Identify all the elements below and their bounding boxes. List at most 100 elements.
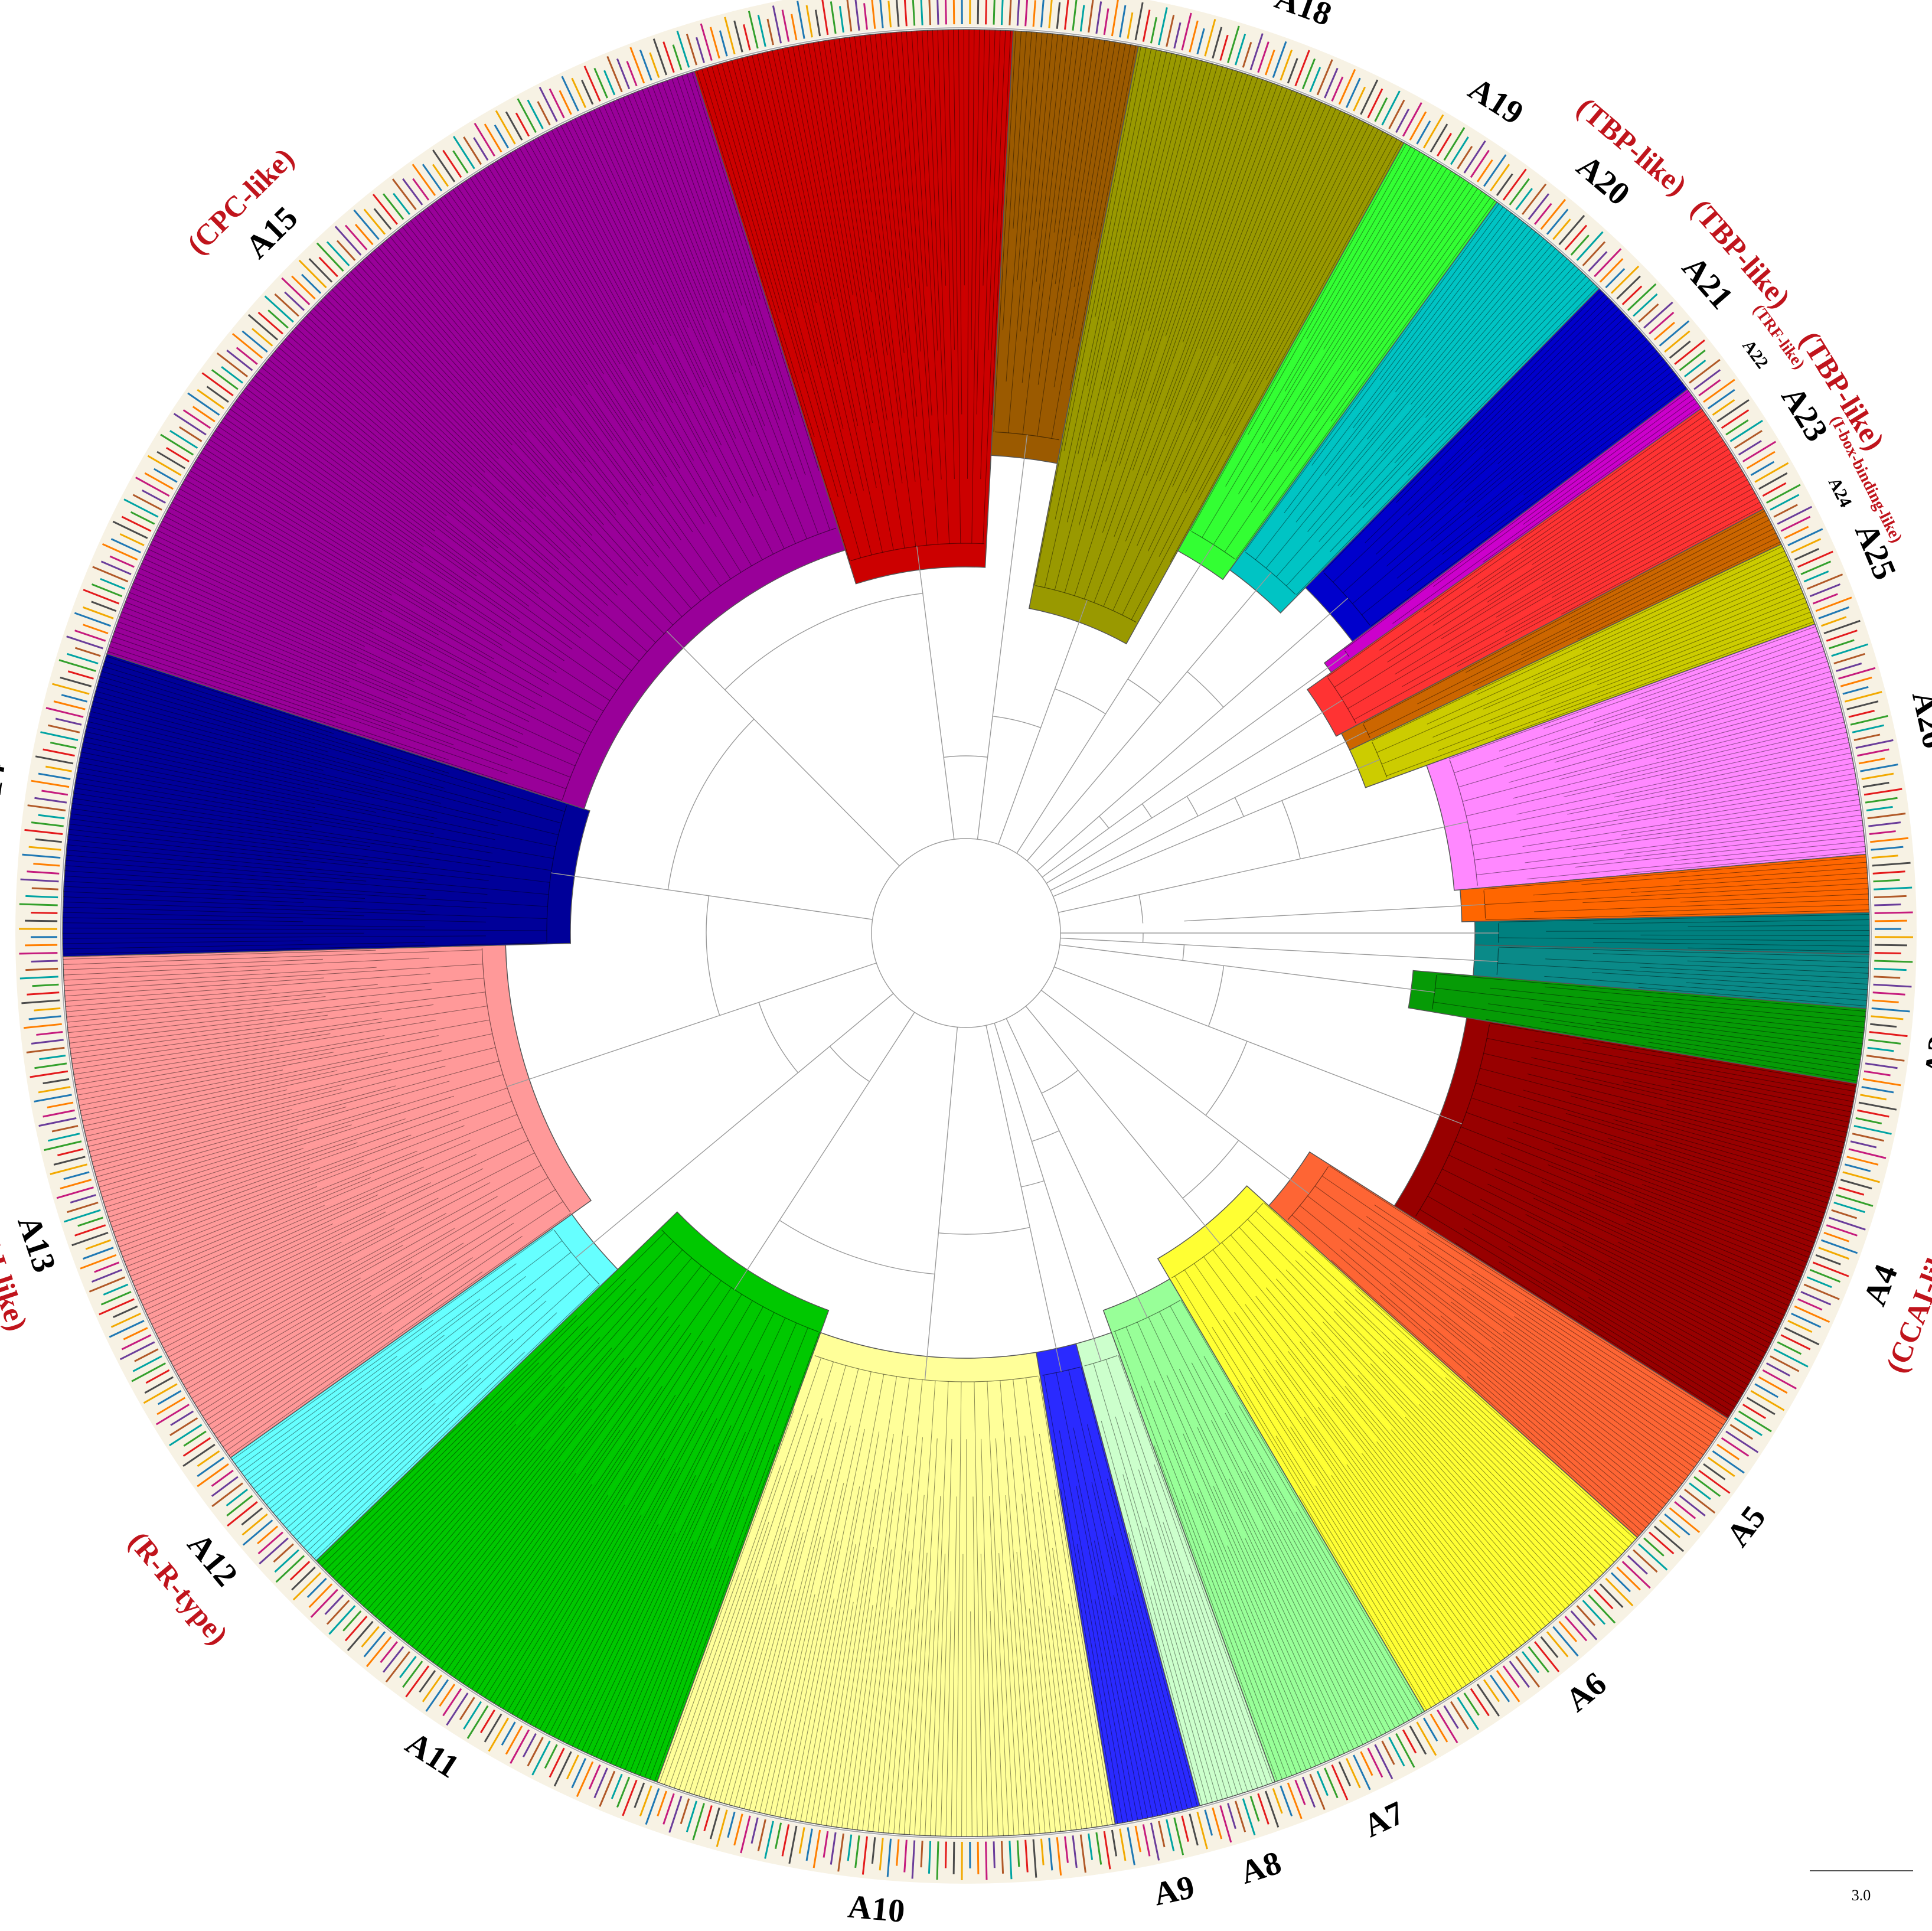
- leaf-label-tick: [31, 821, 64, 827]
- leaf-branch: [1546, 929, 1869, 932]
- leaf-branch: [1010, 1437, 1046, 1834]
- leaf-branch: [1499, 1261, 1735, 1408]
- leaf-branch: [227, 413, 520, 619]
- leaf-label-tick: [1588, 1594, 1616, 1624]
- leaf-branch: [1480, 1199, 1769, 1349]
- leaf-label-tick: [863, 3, 868, 30]
- leaf-branch: [355, 1424, 517, 1600]
- leaf-branch: [89, 1088, 342, 1152]
- leaf-label-tick: [1633, 1549, 1658, 1573]
- leaf-label-tick: [692, 1803, 705, 1841]
- leaf-branch: [342, 278, 673, 625]
- leaf-label-tick: [985, 0, 987, 25]
- leaf-label-tick: [936, 1841, 939, 1880]
- leaf-branch: [1170, 141, 1402, 563]
- leaf-label-tick: [67, 653, 99, 665]
- leaf-branch: [362, 260, 683, 617]
- leaf-branch: [1457, 501, 1760, 667]
- leaf-label-tick: [144, 472, 174, 490]
- leaf-branch: [1671, 1084, 1850, 1123]
- leaf-branch: [1543, 1004, 1863, 1044]
- leaf-branch: [1618, 773, 1856, 817]
- leaf-branch: [1387, 444, 1727, 663]
- leaf-branch: [66, 854, 367, 882]
- leaf-label-tick: [257, 1525, 279, 1545]
- leaf-branch: [314, 1284, 601, 1560]
- leaf-branch: [1497, 963, 1868, 985]
- leaf-branch: [1569, 519, 1770, 623]
- leaf-label-tick: [1820, 1239, 1858, 1254]
- leaf-branch: [179, 488, 439, 635]
- leaf-label-tick: [774, 1822, 782, 1850]
- leaf-branch: [395, 1449, 546, 1634]
- leaf-label-tick: [1345, 77, 1361, 108]
- leaf-branch: [795, 1486, 860, 1821]
- leaf-label-tick: [310, 1588, 338, 1618]
- backbone-arc: [667, 719, 755, 890]
- leaf-label-tick: [27, 991, 60, 996]
- leaf-branch: [223, 1329, 393, 1447]
- leaf-branch: [453, 1333, 691, 1678]
- leaf-label-tick: [143, 1383, 178, 1404]
- leaf-branch: [124, 1186, 318, 1263]
- leaf-branch: [63, 950, 482, 965]
- backbone-arc: [829, 1046, 870, 1082]
- leaf-label-tick: [197, 1450, 220, 1467]
- leaf-label-tick: [599, 1770, 616, 1807]
- leaf-label-tick: [1381, 1740, 1395, 1765]
- leaf-branch: [1238, 1405, 1418, 1716]
- leaf-label-tick: [945, 0, 947, 25]
- leaf-branch: [1125, 96, 1307, 542]
- leaf-label-tick: [1683, 360, 1706, 377]
- leaf-branch: [1460, 1126, 1807, 1263]
- leaf-branch: [1195, 108, 1336, 422]
- leaf-branch: [1059, 1430, 1133, 1821]
- tree-branches: [62, 30, 1869, 1837]
- leaf-label-tick: [34, 1062, 67, 1069]
- leaf-label-tick: [757, 14, 766, 47]
- leaf-branch: [530, 1411, 703, 1725]
- leaf-branch: [1496, 470, 1742, 618]
- leaf-branch: [1368, 533, 1777, 735]
- leaf-branch: [1577, 1314, 1732, 1413]
- leaf-branch: [159, 525, 479, 687]
- leaf-branch: [63, 891, 304, 903]
- leaf-branch: [72, 1018, 382, 1065]
- leaf-branch: [1449, 479, 1748, 653]
- leaf-branch: [1600, 671, 1831, 742]
- leaf-branch: [64, 969, 270, 981]
- leaf-branch: [1118, 63, 1213, 394]
- leaf-label-tick: [1204, 19, 1216, 57]
- leaf-branch: [1355, 1289, 1633, 1544]
- leaf-label-tick: [459, 1697, 475, 1721]
- leaf-branch: [66, 989, 272, 1007]
- leaf-branch: [112, 636, 508, 774]
- leaf-branch: [1340, 176, 1461, 360]
- leaf-label-tick: [724, 17, 736, 55]
- leaf-branch: [1483, 856, 1866, 890]
- leaf-branch: [862, 1436, 909, 1831]
- leaf-label-tick: [649, 52, 660, 79]
- leaf-label-tick: [887, 1, 892, 28]
- leaf-label-tick: [645, 1788, 660, 1825]
- clade-stem: [1184, 944, 1498, 963]
- backbone-arc: [1187, 671, 1224, 708]
- leaf-label-tick: [626, 61, 638, 87]
- leaf-branch: [877, 1379, 923, 1832]
- leaf-branch: [1212, 1327, 1445, 1700]
- leaf-branch: [79, 762, 315, 808]
- leaf-label-tick: [920, 0, 923, 25]
- leaf-label-tick: [1111, 0, 1119, 37]
- leaf-branch: [1230, 1235, 1562, 1613]
- leaf-branch: [1337, 238, 1544, 487]
- leaf-branch: [1608, 1260, 1771, 1344]
- leaf-label-tick: [34, 1007, 61, 1012]
- leaf-branch: [1094, 1540, 1153, 1818]
- leaf-label-tick: [342, 1610, 362, 1632]
- leaf-label-tick: [1257, 41, 1269, 73]
- clade-stem: [1127, 544, 1214, 680]
- leaf-branch: [80, 1069, 283, 1111]
- leaf-branch: [1467, 1376, 1643, 1532]
- leaf-branch: [805, 1544, 856, 1822]
- leaf-label-tick: [77, 1216, 103, 1227]
